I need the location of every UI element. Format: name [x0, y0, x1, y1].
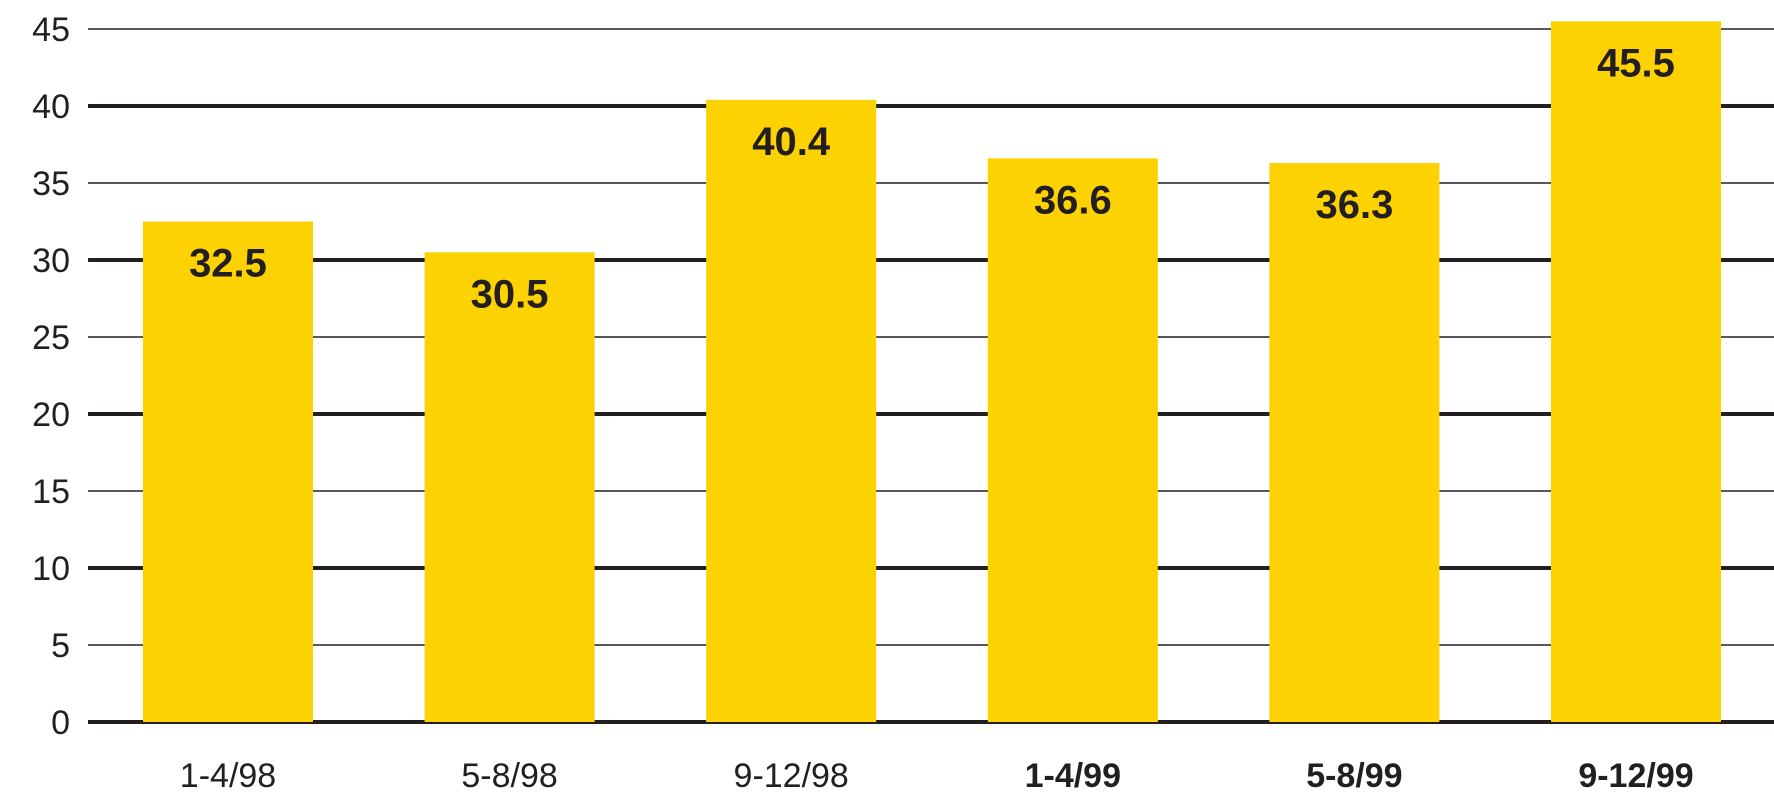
y-tick-label: 40 — [32, 88, 70, 126]
grid-lines — [88, 28, 1774, 724]
bar-value-label: 32.5 — [189, 242, 267, 286]
x-category-label: 9-12/98 — [734, 757, 849, 795]
bar-value-label: 30.5 — [471, 272, 549, 316]
y-tick-label: 45 — [32, 11, 70, 49]
bar-value-label: 36.6 — [1034, 178, 1112, 222]
y-tick-label: 15 — [32, 473, 70, 511]
y-tick-label: 35 — [32, 165, 70, 203]
bar — [424, 252, 595, 723]
x-category-label: 5-8/99 — [1306, 757, 1402, 795]
y-tick-label: 30 — [32, 242, 70, 280]
bar-value-label: 45.5 — [1597, 41, 1675, 85]
x-category-label: 1-4/98 — [180, 757, 276, 795]
y-tick-label: 5 — [51, 627, 70, 665]
x-axis-categories: 1-4/98 5-8/98 9-12/98 1-4/99 5-8/99 9-12/99 — [180, 757, 1694, 795]
bar-value-label: 40.4 — [752, 120, 831, 164]
x-category-label: 1-4/99 — [1025, 757, 1121, 795]
bar-value-label: 36.3 — [1315, 183, 1393, 227]
x-category-label: 9-12/99 — [1578, 757, 1693, 795]
y-tick-label: 0 — [51, 704, 70, 742]
bar — [706, 99, 877, 723]
y-tick-label: 20 — [32, 396, 70, 434]
bars — [143, 21, 1721, 723]
bar — [1269, 162, 1440, 723]
bar — [1551, 21, 1721, 723]
data-labels: 32.5 30.5 40.4 36.6 36.3 45.5 — [189, 41, 1675, 316]
y-axis-ticks: 0 5 10 15 20 25 30 35 40 45 — [32, 11, 70, 742]
bar — [143, 221, 313, 722]
y-tick-label: 25 — [32, 319, 70, 357]
x-category-label: 5-8/98 — [461, 757, 557, 795]
bar — [987, 158, 1158, 723]
y-tick-label: 10 — [32, 550, 70, 588]
